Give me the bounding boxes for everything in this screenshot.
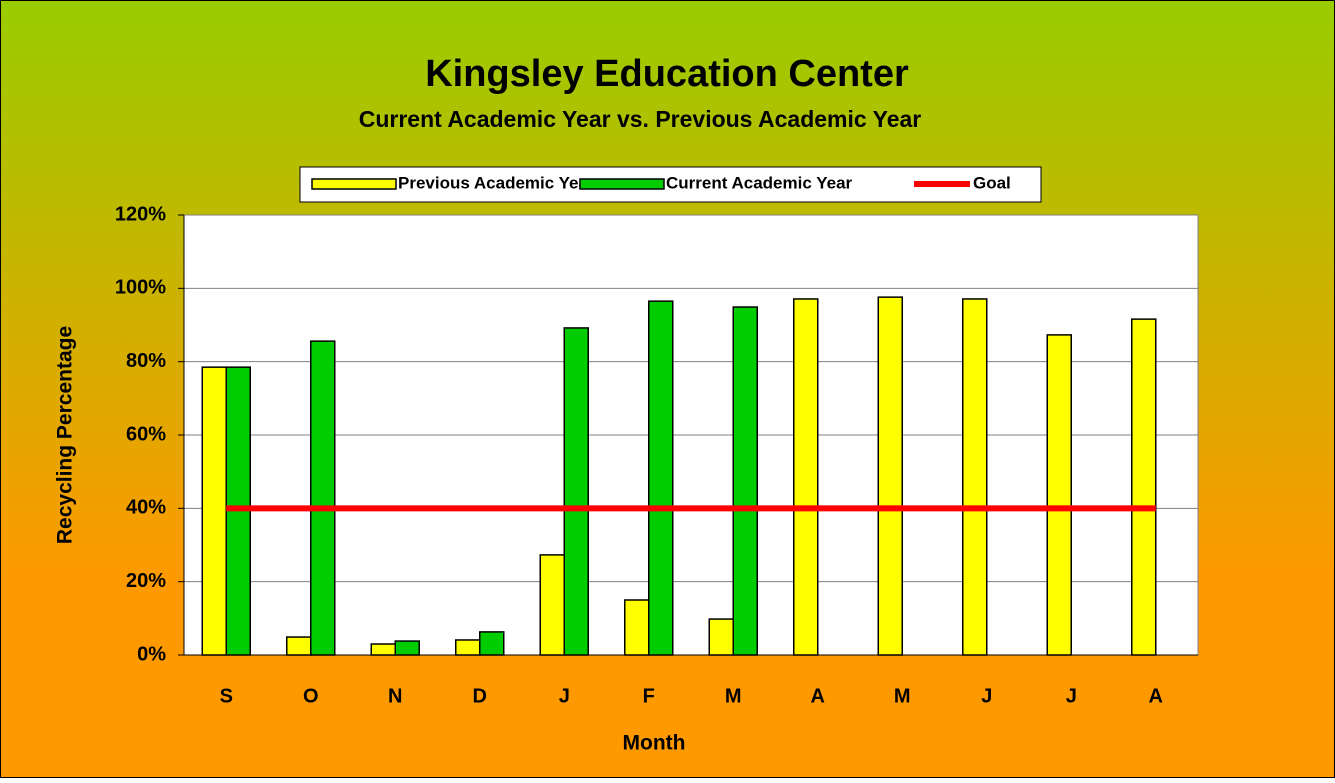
bar — [1131, 318, 1157, 656]
y-tick-label: 0% — [137, 643, 166, 665]
bar — [455, 639, 481, 656]
x-tick-label: J — [1066, 685, 1077, 707]
bar — [648, 300, 674, 656]
bar — [1046, 334, 1072, 656]
bar — [793, 298, 819, 656]
bar — [394, 640, 420, 656]
y-tick-label: 100% — [115, 277, 166, 299]
y-axis-label: Recycling Percentage — [54, 326, 77, 544]
bar — [877, 296, 903, 656]
x-tick-label: J — [981, 685, 992, 707]
bar — [286, 636, 312, 656]
x-tick-label: F — [643, 685, 655, 707]
bar — [370, 643, 396, 656]
chart-title: Kingsley Education Center — [425, 53, 909, 95]
legend-swatch — [311, 178, 397, 190]
bar — [563, 327, 589, 656]
legend-label: Previous Academic Year — [398, 173, 595, 192]
x-tick-label: A — [1149, 685, 1163, 707]
bar — [732, 306, 758, 656]
bar — [624, 599, 650, 656]
y-tick-label: 60% — [126, 423, 166, 445]
bar — [708, 618, 734, 656]
y-tick-label: 20% — [126, 570, 166, 592]
x-tick-label: S — [220, 685, 233, 707]
y-tick-label: 120% — [115, 203, 166, 225]
chart-subtitle: Current Academic Year vs. Previous Acade… — [359, 106, 922, 132]
legend-swatch — [579, 178, 665, 190]
x-tick-label: D — [473, 685, 487, 707]
bar — [962, 298, 988, 656]
x-tick-label: A — [811, 685, 825, 707]
bar — [310, 340, 336, 656]
bar — [539, 554, 565, 656]
y-tick-label: 80% — [126, 350, 166, 372]
x-tick-label: J — [559, 685, 570, 707]
legend-label: Current Academic Year — [666, 173, 853, 192]
x-tick-label: N — [388, 685, 402, 707]
x-tick-label: M — [725, 685, 742, 707]
bar — [479, 631, 505, 656]
x-axis-label: Month — [623, 732, 686, 755]
bar — [201, 366, 227, 656]
y-tick-label: 40% — [126, 497, 166, 519]
x-tick-label: O — [303, 685, 319, 707]
x-tick-label: M — [894, 685, 911, 707]
legend-label: Goal — [973, 173, 1011, 192]
